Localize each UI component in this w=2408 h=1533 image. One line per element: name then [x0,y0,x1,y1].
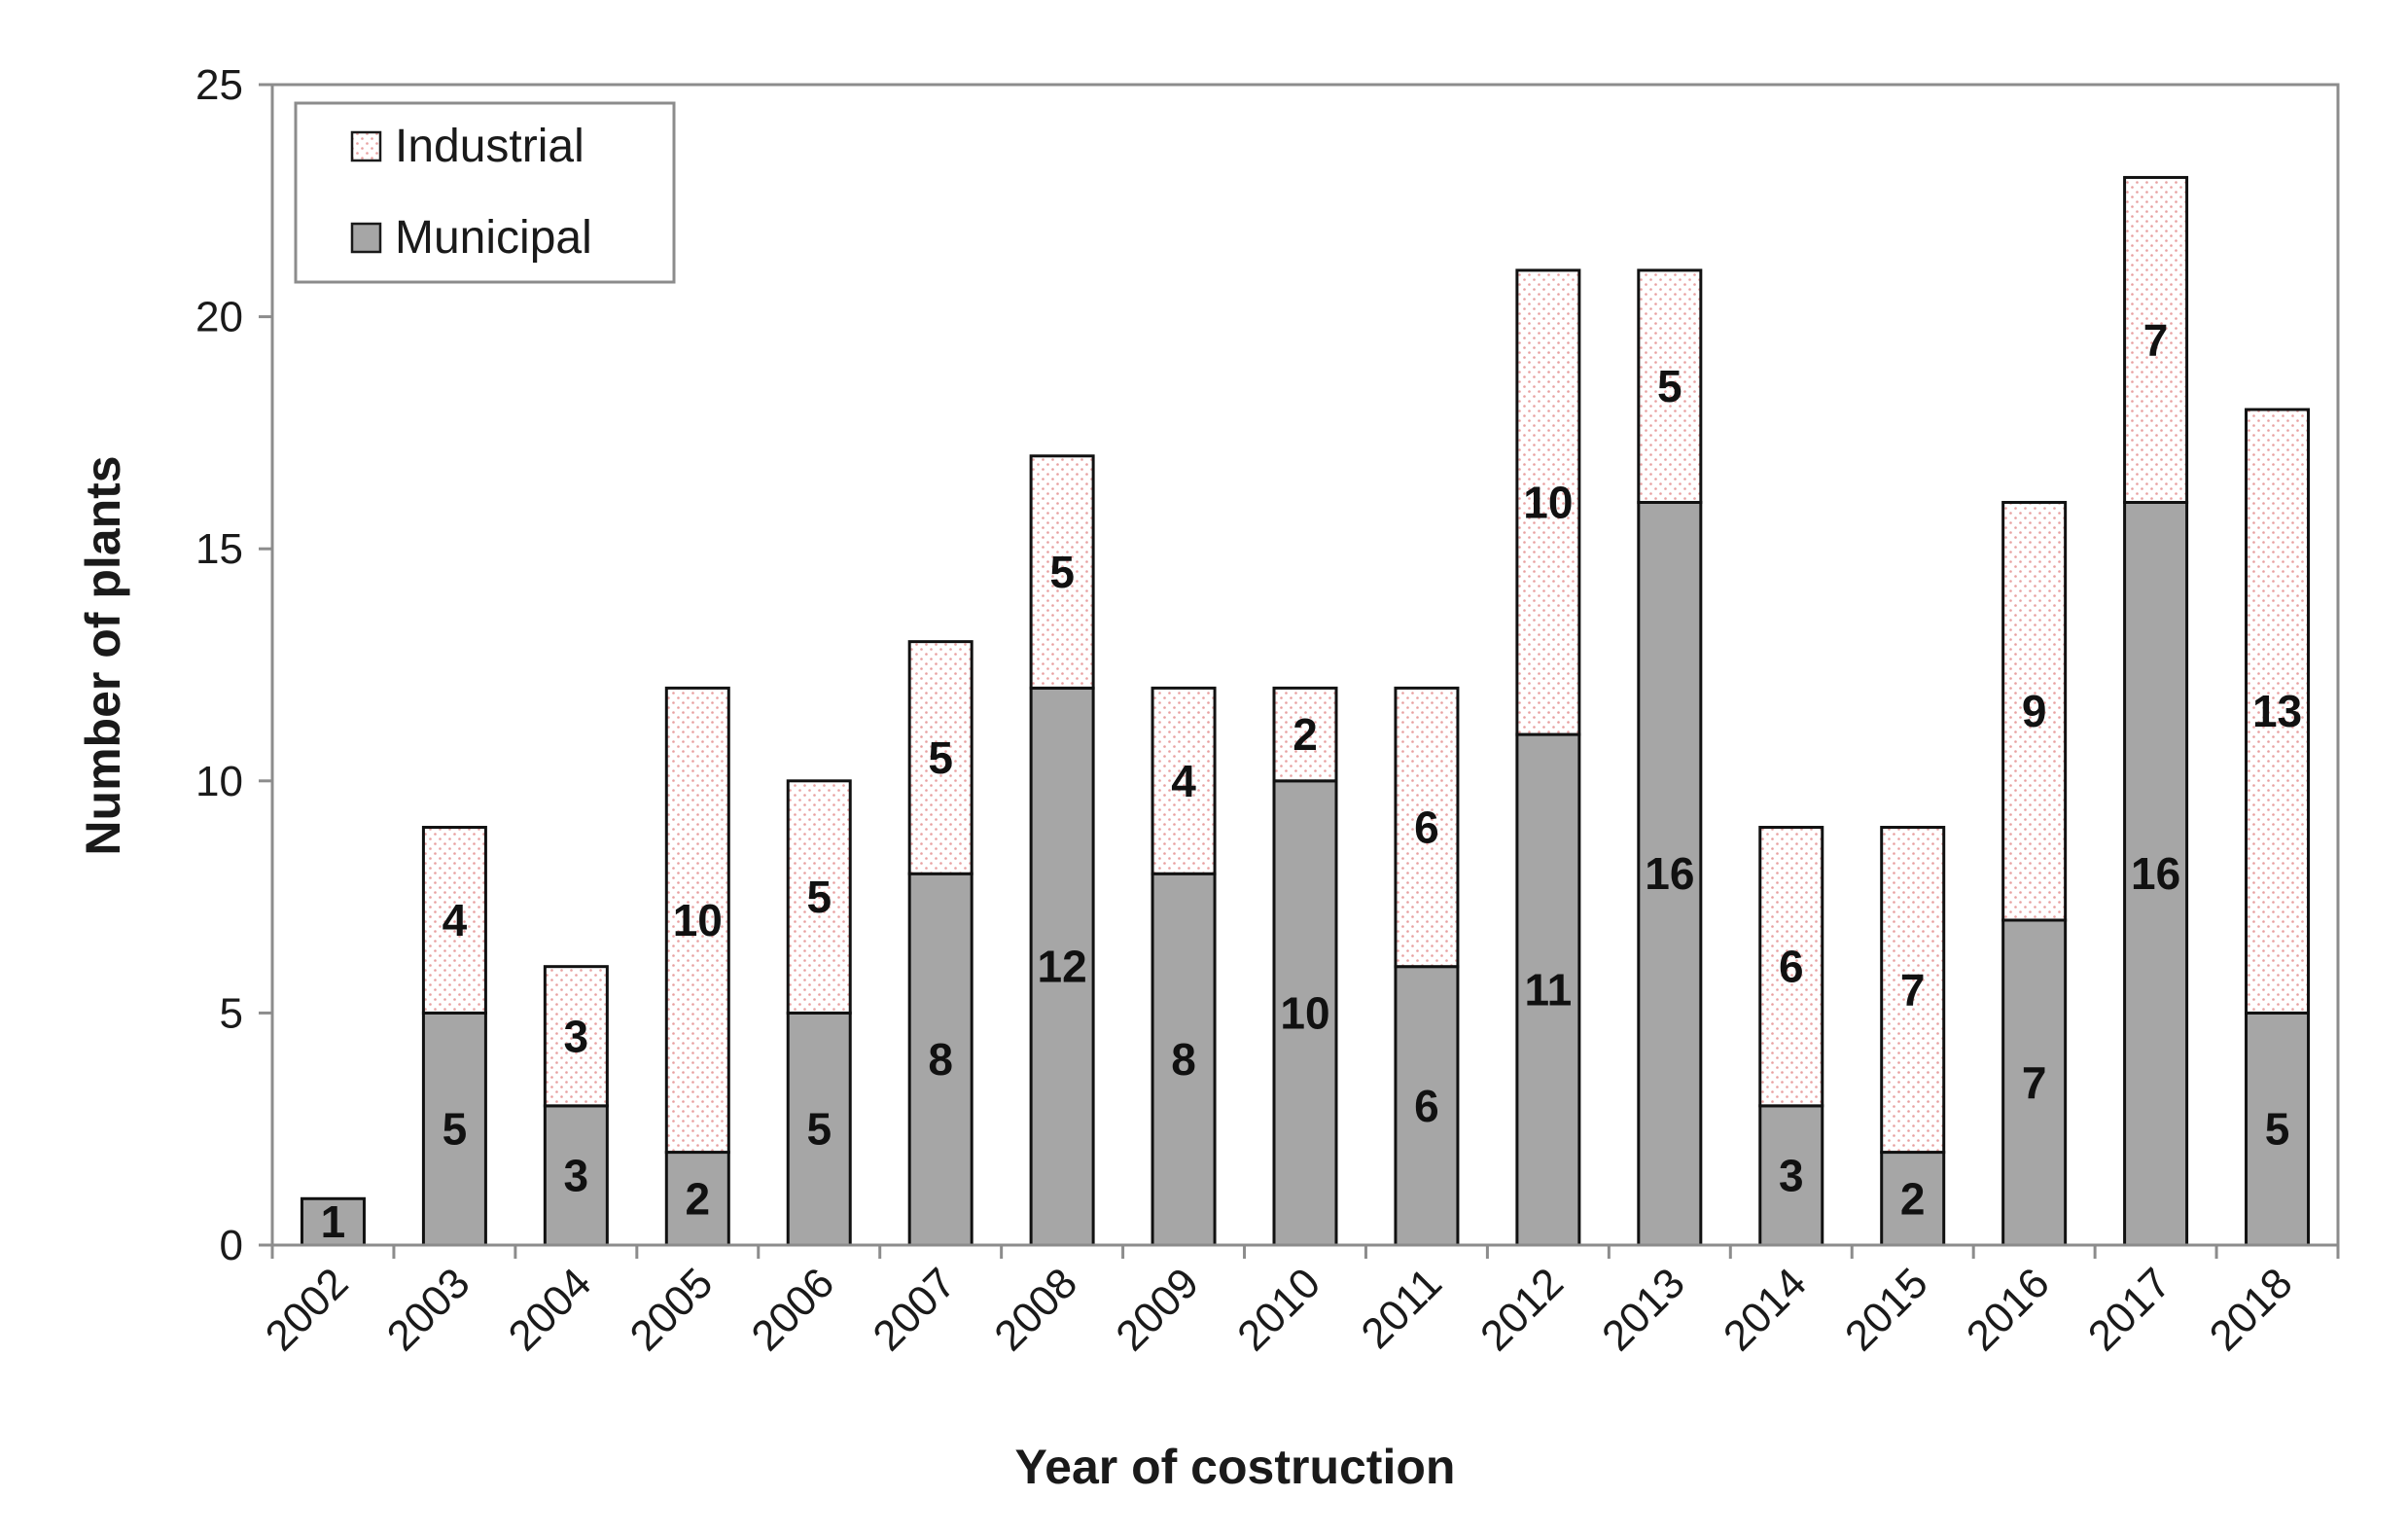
y-tick-label: 5 [220,989,243,1037]
y-tick-label: 0 [220,1222,243,1269]
x-tick-label: 2002 [257,1259,358,1360]
x-tick-label: 2004 [500,1259,601,1360]
x-tick-label: 2016 [1958,1259,2059,1360]
legend: Industrial Municipal [294,101,676,284]
data-label-industrial: 4 [1171,756,1196,806]
data-label-municipal: 8 [1171,1034,1196,1085]
bar-municipal [1394,965,1460,1247]
data-label-industrial: 7 [1900,965,1926,1016]
data-label-municipal: 6 [1414,1081,1439,1131]
legend-label-industrial: Industrial [395,121,584,172]
x-tick-label: 2017 [2079,1259,2180,1360]
bar-municipal [1029,686,1095,1247]
bar-industrial [1515,268,1581,736]
x-tick-label: 2012 [1471,1259,1573,1360]
data-label-industrial: 7 [2143,314,2169,365]
bar-municipal [664,1151,730,1247]
x-axis-title: Year of costruction [1015,1440,1456,1494]
data-label-municipal: 5 [443,1104,468,1155]
data-label-municipal: 3 [1779,1150,1804,1200]
bar-industrial [664,686,730,1155]
data-label-municipal: 7 [2022,1057,2047,1108]
bar-municipal [1758,1104,1824,1247]
data-label-industrial: 6 [1414,802,1439,853]
bar-industrial [786,779,852,1015]
data-label-municipal: 2 [1900,1173,1926,1224]
bars [300,175,2311,1247]
data-label-industrial: 6 [1779,942,1804,992]
x-tick-label: 2007 [864,1259,965,1360]
data-label-industrial: 5 [928,732,953,783]
x-tick-label: 2006 [742,1259,843,1360]
data-label-industrial: 4 [443,895,468,945]
data-label-industrial: 5 [806,872,832,922]
data-label-municipal: 3 [564,1150,589,1200]
legend-label-municipal: Municipal [395,212,592,264]
bar-municipal [1272,779,1338,1247]
x-tick-label: 2014 [1715,1259,1816,1360]
data-label-industrial: 2 [1293,709,1318,760]
x-tick-label: 2009 [1107,1259,1208,1360]
data-label-industrial: 10 [673,895,723,945]
bar-industrial [1394,686,1460,969]
y-tick-label: 25 [195,61,243,109]
y-axis-title: Number of plants [76,455,130,855]
data-label-municipal: 2 [685,1173,710,1224]
bar-industrial [2245,408,2311,1015]
x-tick-label: 2013 [1593,1259,1694,1360]
data-label-industrial: 3 [564,1011,589,1061]
bar-industrial [421,826,487,1015]
x-tick-label: 2018 [2201,1259,2302,1360]
data-label-industrial: 13 [2252,686,2302,736]
data-label-industrial: 9 [2022,686,2047,736]
bar-industrial [1029,454,1095,690]
data-label-municipal: 11 [1525,965,1573,1016]
data-label-industrial: 10 [1523,477,1573,527]
x-tick-label: 2008 [985,1259,1086,1360]
y-axis: 0 5 10 15 20 25 [195,61,272,1269]
data-label-municipal: 5 [2265,1104,2290,1155]
bar-industrial [1151,686,1217,875]
x-tick-label: 2003 [378,1259,479,1360]
legend-swatch-municipal [350,222,382,254]
data-label-municipal: 5 [806,1104,832,1155]
data-label-industrial: 5 [1657,361,1682,411]
bar-industrial [2123,175,2189,504]
data-label-municipal: 16 [1645,848,1694,899]
bar-municipal [2245,1011,2311,1247]
bar-industrial [1880,826,1946,1155]
x-tick-label: 2011 [1352,1259,1451,1358]
x-tick-label: 2015 [1836,1259,1937,1360]
bar-industrial [2001,500,2068,922]
data-label-municipal: 12 [1038,942,1087,992]
bar-industrial [907,640,974,875]
data-label-municipal: 16 [2131,848,2180,899]
bar-industrial [1758,826,1824,1108]
y-tick-label: 20 [195,294,243,341]
data-label-municipal: 10 [1280,987,1329,1038]
legend-swatch-industrial [350,130,382,162]
data-label-industrial: 5 [1049,547,1075,597]
x-axis: 2002 2003 2004 2005 2006 2007 2008 2009 2010 2011… [257,1245,2340,1360]
data-labels: 1 5 4 3 3 2 10 5 5 8 5 12 5 8 4 10 2 6 6 11 10 16 5 3 6 2 7 7 9 16 7 5 1… [321,314,2302,1247]
bar-industrial [543,965,609,1108]
bar-industrial [1272,686,1338,783]
x-tick-label: 2010 [1228,1259,1329,1360]
bar-industrial [1637,268,1703,504]
x-tick-label: 2005 [620,1259,722,1360]
data-label-municipal: 8 [928,1034,953,1085]
bar-municipal [786,1011,852,1247]
data-label-municipal: 1 [321,1196,346,1247]
y-tick-label: 10 [195,758,243,805]
y-tick-label: 15 [195,525,243,573]
